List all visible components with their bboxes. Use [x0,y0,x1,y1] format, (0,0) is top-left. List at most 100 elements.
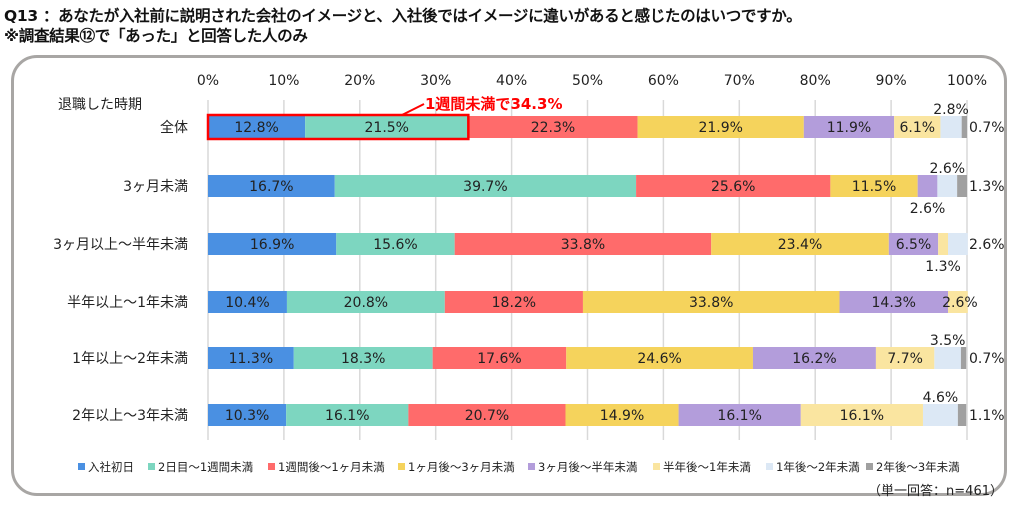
bar-segment [336,233,455,255]
legend-swatch [268,463,275,470]
bar-segment [208,404,287,426]
row-label: 3ヶ月未満 [123,179,188,195]
data-label: 1.3% [969,179,1005,195]
bar-segment [208,291,287,313]
legend-label: 1週間後～1ヶ月未満 [278,460,385,474]
bar-segment [637,116,804,138]
legend-item: 1週間後～1ヶ月未満 [268,460,385,474]
bar-row: 1年以上～2年未満 11.3% 18.3% 17.6% 24.6% 16.2% 7.7% 3.… [72,333,1005,369]
highlight-box [206,113,470,141]
data-label: 16.1% [325,408,369,424]
legend-swatch [398,463,405,470]
bar-segment [566,347,753,369]
bar-segment [444,291,583,313]
data-label: 3.5% [930,333,966,349]
legend-item: 1ヶ月後～3ヶ月未満 [398,460,515,474]
x-axis-ticks: 0% 10% 20% 30% 40% 50% 60% 70% 80% 90% 100% [197,73,987,89]
legend-swatch [653,463,660,470]
data-label: 14.9% [600,408,644,424]
legend-item: 2日目～1週間未満 [148,460,253,474]
chart-title-line2: ※調査結果⑫で「あった」と回答した人のみ [4,27,308,45]
row-axis-label: 退職した時期 [58,97,142,113]
legend-item: 入社初日 [78,460,134,474]
data-label: 16.1% [717,408,761,424]
legend-label: 半年後～1年未満 [663,460,751,474]
data-label: 10.3% [225,408,269,424]
bar-segment [830,175,918,197]
data-label: 6.1% [899,120,935,136]
bar-segment [940,116,962,138]
row-label: 2年以上～3年未満 [72,408,188,424]
legend-label: 入社初日 [88,460,134,474]
gridlines [207,100,968,440]
bar-segment [875,347,935,369]
data-label: 2.8% [933,102,969,118]
annotation-text: 1週間未満で34.3% [425,95,562,113]
data-label: 0.7% [969,351,1005,367]
bar-segment [468,116,638,138]
bar-segment [922,404,958,426]
bar-segment [961,116,967,138]
legend-item: 1年後～2年未満 [766,460,860,474]
data-label: 0.7% [969,120,1005,136]
data-label: 16.2% [792,351,836,367]
legend-label: 2日目～1週間未満 [158,460,253,474]
data-label: 21.5% [365,120,409,136]
data-label: 10.4% [225,295,269,311]
legend-item: 3ヶ月後～半年未満 [528,460,637,474]
data-label: 1.1% [969,408,1005,424]
bar-segment [938,233,949,255]
bar-segment [678,404,801,426]
row-label: 1年以上～2年未満 [72,351,188,367]
bar-segment [286,404,409,426]
data-label: 2.6% [942,295,978,311]
bar-segment [432,347,567,369]
x-tick-label: 70% [724,73,755,89]
bar-segment [208,233,337,255]
data-label: 6.5% [896,237,932,253]
bar-segment [636,175,831,197]
bar-segment [948,291,968,313]
x-tick-label: 60% [648,73,679,89]
legend-swatch [766,463,773,470]
data-label: 33.8% [689,295,733,311]
bar-segment [408,404,566,426]
bar-segment [803,116,895,138]
bar-row: 2年以上～3年未満 10.3% 16.1% 20.7% 14.9% 16.1% 16.1% 4… [72,390,1005,426]
legend-item: 半年後～1年未満 [653,460,751,474]
data-label: 39.7% [463,179,507,195]
data-label: 16.9% [250,237,294,253]
data-label: 4.6% [923,390,959,406]
bar-segment [334,175,637,197]
data-label: 17.6% [477,351,521,367]
bar-segment [957,404,967,426]
legend-item: 2年後～3年未満 [866,460,960,474]
data-label: 2.6% [929,161,965,177]
data-label: 23.4% [778,237,822,253]
bar-segment [286,291,445,313]
bar-segment [565,404,679,426]
legend-swatch [866,463,873,470]
legend-label: 3ヶ月後～半年未満 [538,460,637,474]
bar-segment [800,404,923,426]
bar-segment [960,347,967,369]
data-label: 22.3% [531,120,575,136]
bar-row: 全体 12.8% 21.5% 22.3% 21.9% 11.9% 6.1% 2.8%0.7% [160,102,1005,138]
x-tick-label: 90% [876,73,907,89]
bar-segment [208,116,306,138]
legend-swatch [528,463,535,470]
data-label: 12.8% [234,120,278,136]
annotation: 1週間未満で34.3% [206,95,562,141]
callout-line [401,103,425,116]
x-tick-label: 40% [496,73,527,89]
data-label: 15.6% [373,237,417,253]
sample-size-note: （単一回答：n=461） [868,483,1003,499]
data-label: 18.3% [341,351,385,367]
bar-segment [894,116,941,138]
data-label: 33.8% [561,237,605,253]
legend-label: 1ヶ月後～3ヶ月未満 [408,460,515,474]
legend-swatch [148,463,155,470]
data-label: 2.6% [910,201,946,217]
x-tick-label: 0% [197,73,219,89]
